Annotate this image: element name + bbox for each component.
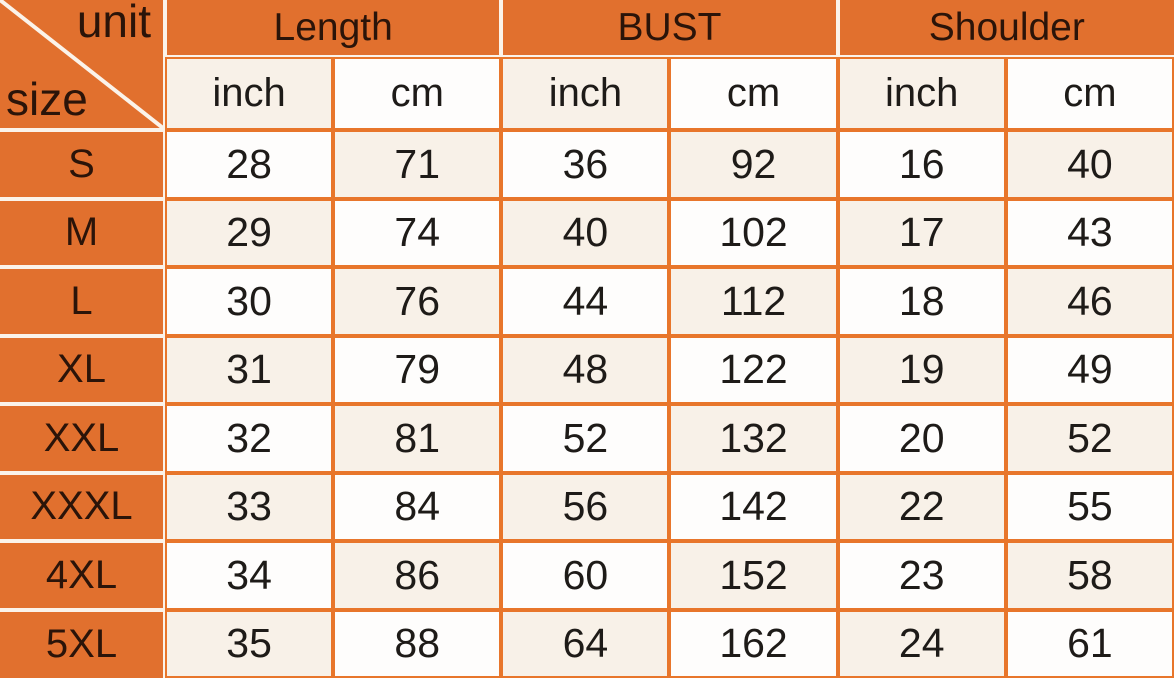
value-cell: 22 bbox=[837, 472, 1006, 541]
size-cell: XXL bbox=[0, 404, 165, 473]
value-cell: 152 bbox=[669, 541, 838, 610]
unit-header-bust-inch: inch bbox=[501, 57, 670, 130]
size-cell: M bbox=[0, 198, 165, 267]
column-group-header-bust: BUST bbox=[501, 0, 838, 57]
value-cell: 17 bbox=[837, 198, 1006, 267]
value-cell: 46 bbox=[1005, 267, 1174, 336]
table-row: XL 31 79 48 122 19 49 bbox=[0, 335, 1174, 404]
table-row: M 29 74 40 102 17 43 bbox=[0, 198, 1174, 267]
value-cell: 34 bbox=[165, 541, 334, 610]
value-cell: 64 bbox=[501, 609, 670, 678]
value-cell: 32 bbox=[165, 404, 334, 473]
value-cell: 55 bbox=[1005, 472, 1174, 541]
value-cell: 60 bbox=[501, 541, 670, 610]
column-group-header-length: Length bbox=[165, 0, 502, 57]
value-cell: 86 bbox=[333, 541, 502, 610]
value-cell: 142 bbox=[669, 472, 838, 541]
size-cell: XL bbox=[0, 335, 165, 404]
value-cell: 40 bbox=[501, 198, 670, 267]
value-cell: 92 bbox=[669, 130, 838, 199]
value-cell: 33 bbox=[165, 472, 334, 541]
value-cell: 102 bbox=[669, 198, 838, 267]
value-cell: 20 bbox=[837, 404, 1006, 473]
unit-header-shoulder-inch: inch bbox=[837, 57, 1006, 130]
value-cell: 28 bbox=[165, 130, 334, 199]
table-row: L 30 76 44 112 18 46 bbox=[0, 267, 1174, 336]
column-group-header-shoulder: Shoulder bbox=[837, 0, 1174, 57]
value-cell: 74 bbox=[333, 198, 502, 267]
value-cell: 76 bbox=[333, 267, 502, 336]
value-cell: 30 bbox=[165, 267, 334, 336]
table-row: S 28 71 36 92 16 40 bbox=[0, 130, 1174, 199]
table-row: XXXL 33 84 56 142 22 55 bbox=[0, 472, 1174, 541]
size-chart-body: S 28 71 36 92 16 40 M 29 74 40 102 17 43 L 30 76 44 112 18 4… bbox=[0, 130, 1174, 678]
size-cell: 4XL bbox=[0, 541, 165, 610]
value-cell: 132 bbox=[669, 404, 838, 473]
value-cell: 44 bbox=[501, 267, 670, 336]
size-cell: S bbox=[0, 130, 165, 199]
value-cell: 29 bbox=[165, 198, 334, 267]
value-cell: 18 bbox=[837, 267, 1006, 336]
value-cell: 24 bbox=[837, 609, 1006, 678]
unit-header-row: inch cm inch cm inch cm bbox=[0, 57, 1174, 130]
value-cell: 43 bbox=[1005, 198, 1174, 267]
value-cell: 52 bbox=[1005, 404, 1174, 473]
value-cell: 81 bbox=[333, 404, 502, 473]
value-cell: 71 bbox=[333, 130, 502, 199]
size-cell: XXXL bbox=[0, 472, 165, 541]
value-cell: 61 bbox=[1005, 609, 1174, 678]
value-cell: 122 bbox=[669, 335, 838, 404]
value-cell: 112 bbox=[669, 267, 838, 336]
size-cell: L bbox=[0, 267, 165, 336]
value-cell: 40 bbox=[1005, 130, 1174, 199]
value-cell: 23 bbox=[837, 541, 1006, 610]
corner-unit-label: unit bbox=[76, 0, 151, 47]
value-cell: 19 bbox=[837, 335, 1006, 404]
corner-cell: unit size bbox=[0, 0, 165, 130]
value-cell: 52 bbox=[501, 404, 670, 473]
value-cell: 49 bbox=[1005, 335, 1174, 404]
value-cell: 84 bbox=[333, 472, 502, 541]
value-cell: 35 bbox=[165, 609, 334, 678]
diagonal-line bbox=[0, 0, 163, 128]
value-cell: 88 bbox=[333, 609, 502, 678]
value-cell: 58 bbox=[1005, 541, 1174, 610]
unit-header-shoulder-cm: cm bbox=[1005, 57, 1174, 130]
unit-header-bust-cm: cm bbox=[669, 57, 838, 130]
table-row: XXL 32 81 52 132 20 52 bbox=[0, 404, 1174, 473]
unit-header-length-inch: inch bbox=[165, 57, 334, 130]
value-cell: 56 bbox=[501, 472, 670, 541]
value-cell: 36 bbox=[501, 130, 670, 199]
unit-header-length-cm: cm bbox=[333, 57, 502, 130]
value-cell: 48 bbox=[501, 335, 670, 404]
table-row: 4XL 34 86 60 152 23 58 bbox=[0, 541, 1174, 610]
table-row: 5XL 35 88 64 162 24 61 bbox=[0, 609, 1174, 678]
value-cell: 162 bbox=[669, 609, 838, 678]
value-cell: 79 bbox=[333, 335, 502, 404]
value-cell: 31 bbox=[165, 335, 334, 404]
value-cell: 16 bbox=[837, 130, 1006, 199]
corner-size-label: size bbox=[6, 73, 88, 125]
group-header-row: unit size Length BUST Shoulder bbox=[0, 0, 1174, 130]
size-cell: 5XL bbox=[0, 609, 165, 678]
